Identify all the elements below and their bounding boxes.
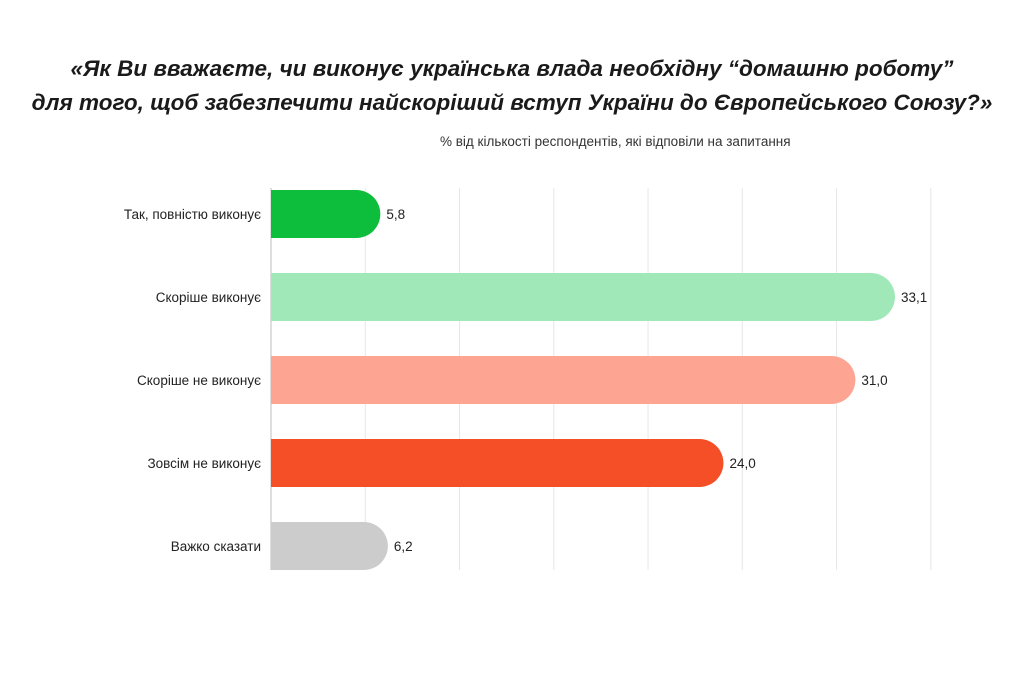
- value-label: 6,2: [394, 539, 413, 554]
- bar: [271, 273, 895, 321]
- value-label: 33,1: [901, 290, 927, 305]
- bar: [271, 439, 724, 487]
- value-label: 5,8: [386, 207, 405, 222]
- bar: [271, 522, 388, 570]
- category-label: Так, повністю виконує: [124, 207, 261, 222]
- category-label: Важко сказати: [171, 539, 261, 554]
- value-label: 31,0: [861, 373, 887, 388]
- bar: [271, 356, 856, 404]
- title-line-2: для того, щоб забезпечити найскоріший вс…: [31, 90, 993, 115]
- value-label: 24,0: [729, 456, 755, 471]
- chart-subtitle: % від кількості респондентів, які відпов…: [440, 134, 791, 149]
- bar: [271, 190, 381, 238]
- category-label: Зовсім не виконує: [147, 456, 261, 471]
- chart-title: «Як Ви вважаєте, чи виконує українська в…: [0, 52, 1024, 120]
- category-label: Скоріше не виконує: [137, 373, 261, 388]
- category-label: Скоріше виконує: [156, 290, 261, 305]
- title-line-1: «Як Ви вважаєте, чи виконує українська в…: [70, 56, 954, 81]
